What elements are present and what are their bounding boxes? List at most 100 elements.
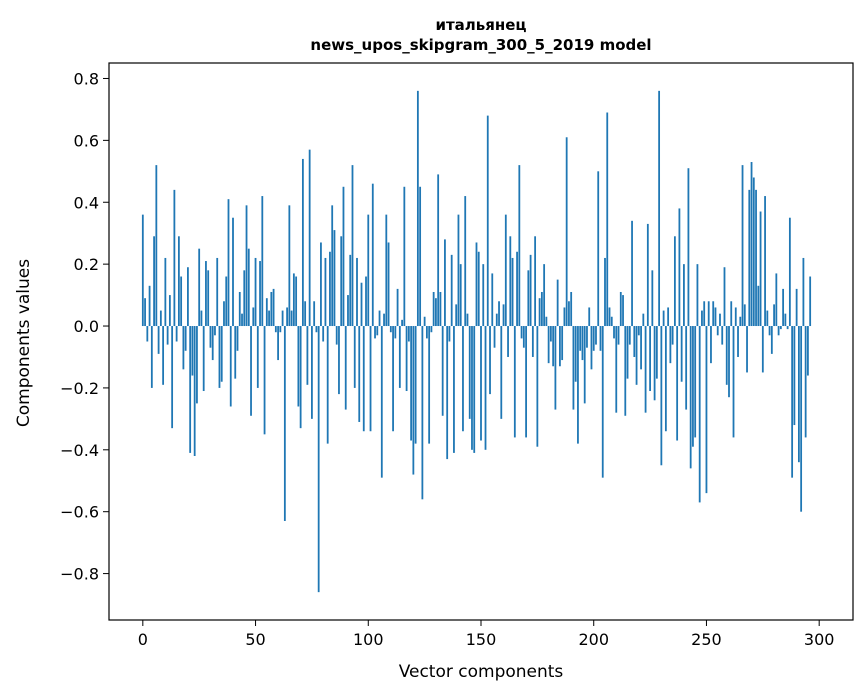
bar <box>376 326 379 336</box>
bar <box>728 326 730 398</box>
bar <box>739 316 742 327</box>
bar <box>791 326 794 478</box>
x-axis-label: Vector components <box>399 662 564 682</box>
bar <box>716 326 719 336</box>
bar <box>157 326 160 354</box>
bar <box>265 298 268 327</box>
bar <box>227 199 230 327</box>
bar <box>153 236 155 327</box>
bar <box>570 291 573 327</box>
bar <box>613 326 615 339</box>
bar <box>701 310 703 327</box>
bar <box>586 326 588 348</box>
bar <box>320 242 322 327</box>
bar <box>696 264 699 327</box>
bar <box>261 196 264 327</box>
bar <box>615 326 618 413</box>
bar <box>383 313 385 327</box>
bar <box>802 257 805 327</box>
y-tick-label: −0.4 <box>60 441 99 460</box>
bar <box>254 257 257 327</box>
bar <box>660 326 663 466</box>
bar <box>450 254 453 327</box>
bar <box>259 261 261 327</box>
bar <box>340 236 343 327</box>
bar <box>171 326 174 429</box>
bar <box>617 326 620 345</box>
bar <box>218 326 221 388</box>
bar <box>685 326 688 410</box>
bar <box>306 326 309 385</box>
bar <box>414 326 417 444</box>
bar <box>268 310 270 327</box>
bar <box>534 236 537 327</box>
bar <box>590 326 593 370</box>
bar <box>622 295 624 327</box>
bar <box>444 239 446 327</box>
bar <box>770 326 773 354</box>
bar <box>189 326 192 453</box>
bar <box>807 326 809 376</box>
y-axis-ticks: −0.8 −0.6 −0.4 −0.2 0.0 0.2 0.4 0.6 0.8 <box>60 69 109 584</box>
bars-group <box>141 90 812 593</box>
bar <box>315 326 318 333</box>
bar <box>793 326 796 426</box>
y-tick-label: 0.8 <box>74 69 99 88</box>
bar <box>809 276 812 327</box>
bar <box>342 186 345 327</box>
bar <box>662 310 665 327</box>
bar <box>317 326 320 593</box>
x-tick-label: 200 <box>578 630 609 649</box>
bar <box>247 248 250 327</box>
y-tick-label: −0.6 <box>60 503 99 522</box>
bar <box>561 326 564 361</box>
bar <box>198 248 201 327</box>
bar <box>446 326 449 460</box>
bar <box>394 326 397 339</box>
bar <box>288 205 291 327</box>
bar <box>223 301 225 327</box>
bar <box>419 186 422 327</box>
bar <box>581 326 584 361</box>
bar <box>423 316 426 327</box>
bar <box>520 326 523 339</box>
x-tick-label: 0 <box>138 630 148 649</box>
bar <box>498 301 500 327</box>
bar <box>238 291 241 327</box>
bar <box>671 326 674 345</box>
bar <box>385 214 388 327</box>
bar <box>295 276 298 327</box>
bar <box>597 171 600 327</box>
bar <box>193 326 196 456</box>
bar <box>177 236 180 327</box>
bar <box>326 326 329 444</box>
bar <box>795 288 798 327</box>
bar <box>290 310 293 327</box>
bar <box>398 326 401 388</box>
bar <box>692 326 694 447</box>
plot-frame <box>108 62 854 621</box>
bar <box>536 326 539 447</box>
x-tick-label: 100 <box>353 630 384 649</box>
bar <box>719 313 721 327</box>
bar <box>565 137 568 327</box>
bar <box>784 313 787 327</box>
bar <box>804 326 807 438</box>
bar <box>797 326 800 463</box>
bar <box>164 257 167 327</box>
bar <box>412 326 415 475</box>
bar <box>604 257 606 327</box>
bar <box>263 326 266 435</box>
bar <box>475 242 478 327</box>
bar <box>150 326 153 388</box>
bar <box>211 326 214 361</box>
bar <box>146 326 149 342</box>
bar <box>468 326 471 419</box>
bar <box>687 168 690 327</box>
bar <box>730 301 733 327</box>
bar <box>545 316 548 327</box>
bar <box>362 326 365 432</box>
bar <box>513 326 516 438</box>
